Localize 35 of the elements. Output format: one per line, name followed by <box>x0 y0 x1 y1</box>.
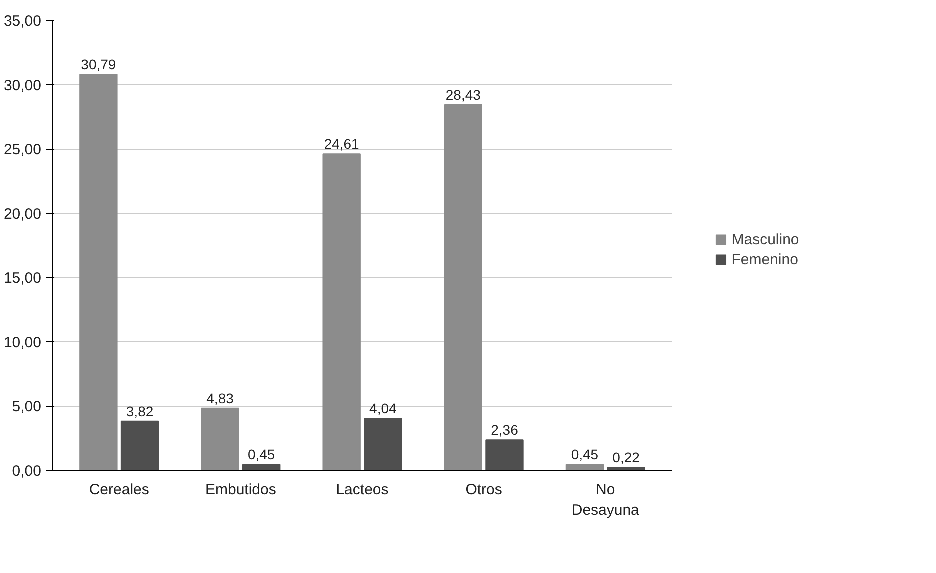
data-label: 0,22 <box>612 450 640 466</box>
data-label: 24,61 <box>324 136 360 152</box>
bar <box>322 154 361 470</box>
y-tick-label: 10,00 <box>4 334 42 352</box>
y-tick-label: 20,00 <box>4 206 42 223</box>
bar <box>120 420 160 470</box>
data-label: 3,82 <box>126 403 154 420</box>
bar <box>566 464 604 470</box>
bar <box>607 467 646 470</box>
x-tick-label: Cereales <box>89 482 150 498</box>
data-label: 0,45 <box>571 446 599 463</box>
y-tick-label: 5,00 <box>12 398 42 416</box>
x-tick-label: No Desayuna <box>572 482 640 519</box>
x-tick-label: Otros <box>466 482 502 498</box>
legend-label: Femenino <box>732 251 798 268</box>
y-tick-label: 35,00 <box>4 13 42 30</box>
y-tick-label: 30,00 <box>4 77 42 94</box>
bar <box>242 464 281 470</box>
y-tick-label: 15,00 <box>4 270 42 288</box>
y-tick-label: 0,00 <box>12 463 42 480</box>
data-label: 28,43 <box>446 86 482 103</box>
bar <box>486 440 524 470</box>
data-label: 4,83 <box>206 390 234 406</box>
data-label: 2,36 <box>491 422 519 438</box>
x-tick-label: Embutidos <box>205 482 276 498</box>
bar <box>201 408 240 470</box>
x-tick-label: Lacteos <box>336 482 389 498</box>
bar <box>80 74 118 470</box>
y-tick-label: 25,00 <box>4 142 42 159</box>
bar <box>364 418 402 470</box>
data-label: 0,45 <box>248 446 276 463</box>
data-label: 30,79 <box>81 56 116 73</box>
bar <box>444 104 482 470</box>
data-label: 4,04 <box>370 400 398 417</box>
legend-label: Masculino <box>732 231 800 248</box>
